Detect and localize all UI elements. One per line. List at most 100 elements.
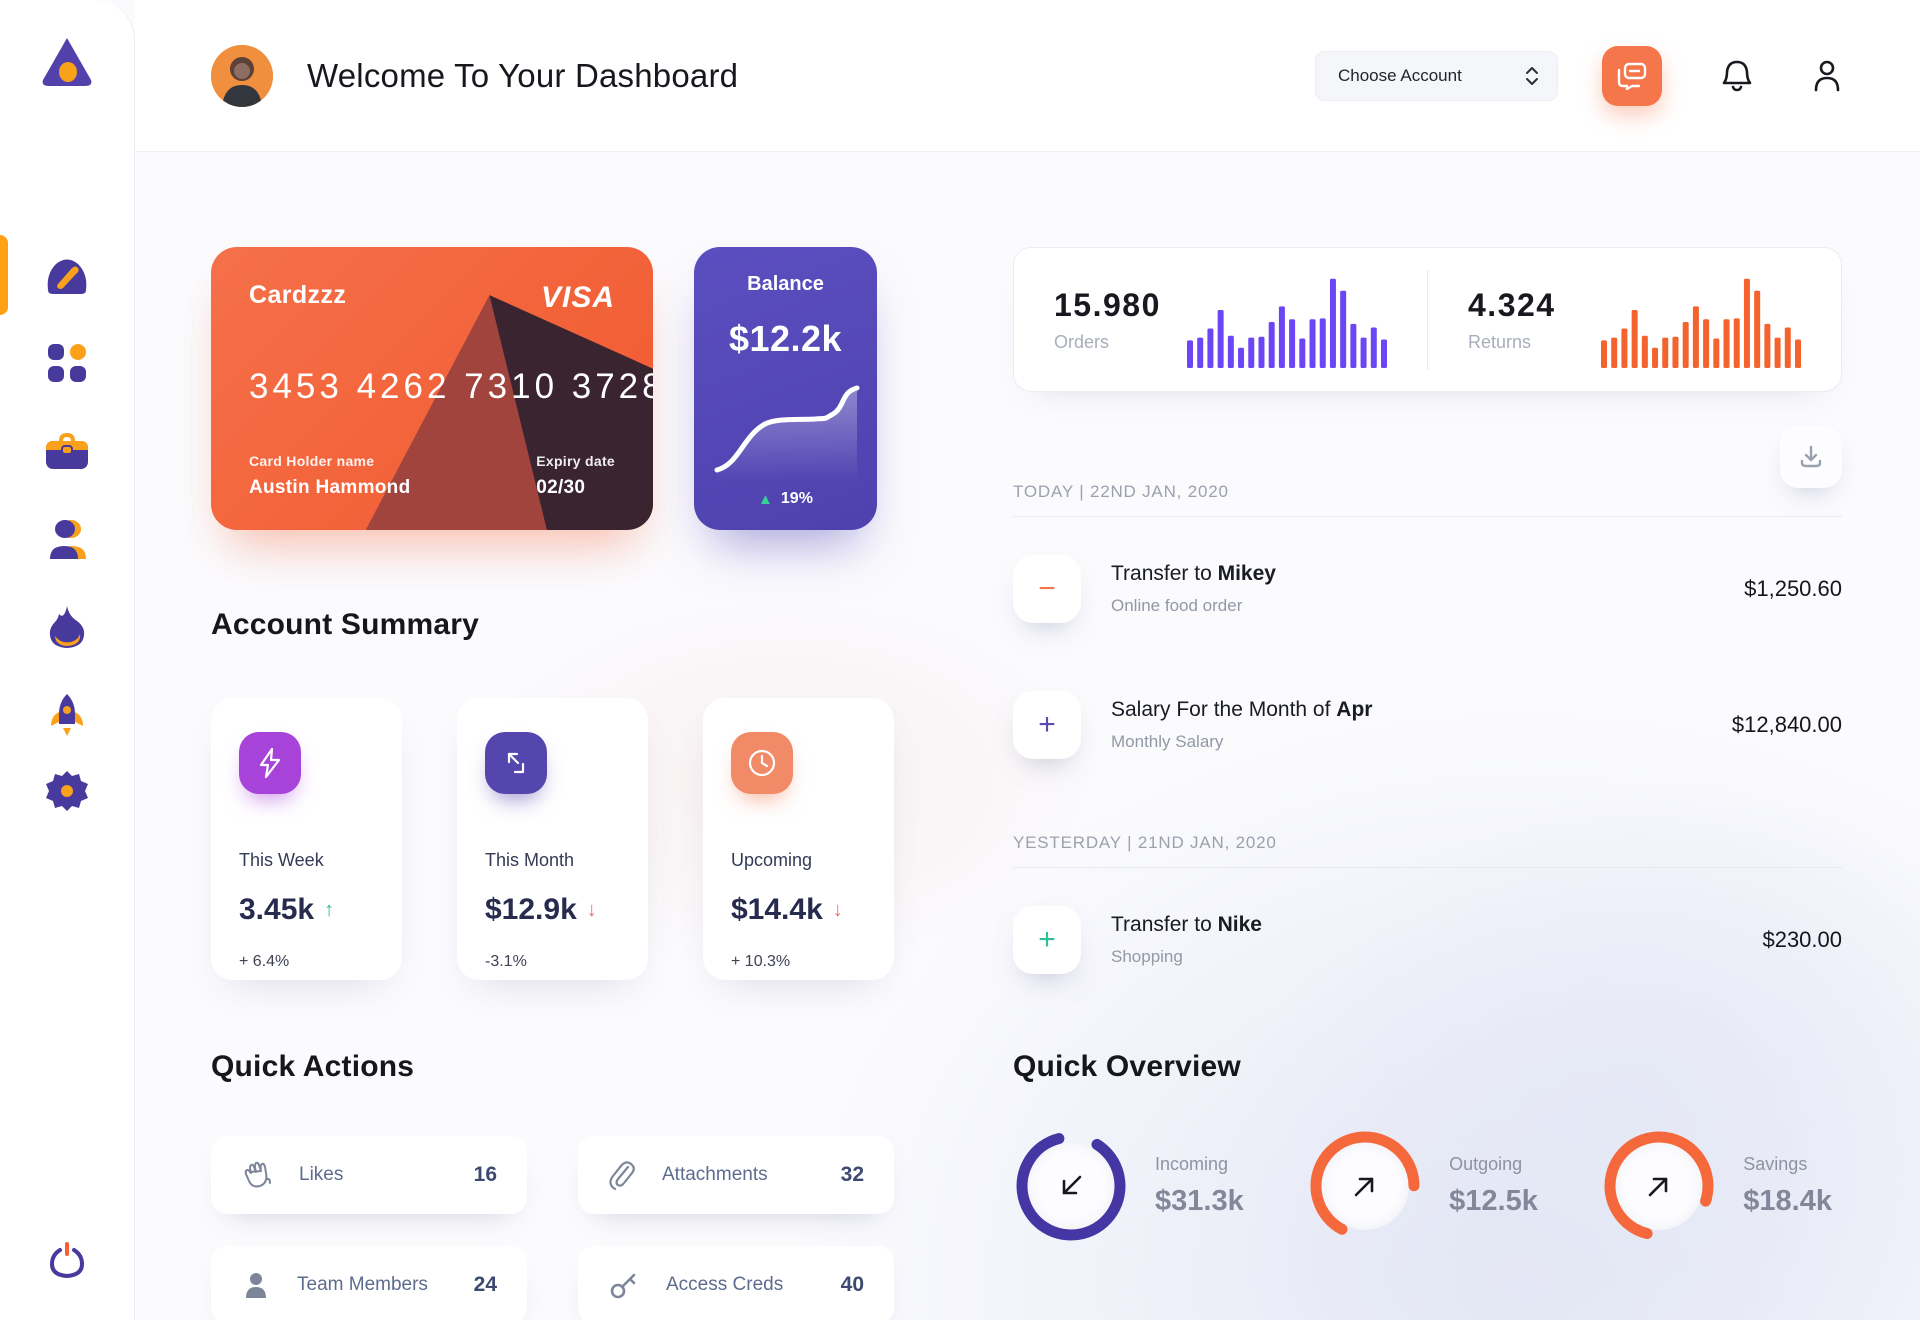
sidebar-item-contacts[interactable]: [0, 513, 134, 565]
transaction-amount: $12,840.00: [1731, 712, 1842, 737]
sidebar-item-settings[interactable]: [0, 765, 134, 817]
sidebar-item-trending[interactable]: [0, 601, 134, 653]
today-header: TODAY | 22ND JAN, 2020: [1013, 426, 1842, 502]
transaction-row-nike[interactable]: + Transfer to Nike Shopping $230.00: [1013, 868, 1842, 1004]
quick-overview-row: Incoming $31.3k: [1013, 1128, 1842, 1244]
credit-icon: +: [1013, 691, 1081, 759]
transaction-amount: $1,250.60: [1744, 576, 1842, 601]
summary-label: This Week: [239, 850, 324, 870]
choose-account-label: Choose Account: [1338, 65, 1462, 85]
quick-actions-title: Quick Actions: [211, 1050, 415, 1083]
active-indicator: [0, 235, 8, 315]
returns-label: Returns: [1468, 331, 1532, 352]
gauge-amount: $18.4k: [1743, 1185, 1832, 1217]
app-logo[interactable]: [35, 30, 99, 99]
summary-card-upcoming[interactable]: Upcoming $14.4k ↓ + 10.3%: [703, 698, 894, 980]
orders-returns-card: 15.980 Orders 4.324 Returns: [1013, 247, 1842, 392]
gauge-amount: $12.5k: [1449, 1185, 1538, 1217]
avatar-photo: [211, 44, 273, 107]
quick-action-count: 32: [840, 1163, 864, 1186]
user-avatar[interactable]: [211, 44, 273, 107]
summary-label: Upcoming: [731, 850, 813, 870]
gear-icon: [46, 771, 88, 811]
choose-account-select[interactable]: Choose Account: [1315, 50, 1558, 101]
quick-action-likes[interactable]: Likes 16: [211, 1136, 527, 1214]
quick-actions-grid: Likes 16 Attachments 32: [211, 1136, 894, 1320]
card-expiry-value: 02/30: [536, 477, 586, 498]
sidebar-item-launch[interactable]: [0, 689, 134, 741]
trend-down-icon: ↓: [586, 898, 597, 921]
today-date-label: TODAY | 22ND JAN, 2020: [1013, 482, 1229, 501]
today-divider: [1013, 516, 1842, 517]
cards-row: Cardzzz VISA 3453 4262 7310 3728 Card Ho…: [211, 247, 894, 530]
transaction-title: Salary For the Month of Apr: [1111, 698, 1373, 721]
summary-percent: -3.1%: [485, 953, 527, 970]
card-number: 3453 4262 7310 3728: [249, 367, 653, 406]
clock-icon: [748, 749, 776, 777]
quick-action-count: 16: [473, 1163, 497, 1186]
debit-icon: −: [1013, 555, 1081, 623]
quick-action-label: Likes: [299, 1164, 344, 1185]
summary-percent: + 6.4%: [239, 953, 290, 970]
gauge-savings: Savings $18.4k: [1601, 1128, 1832, 1244]
left-column: Cardzzz VISA 3453 4262 7310 3728 Card Ho…: [211, 247, 894, 1320]
visa-logo: VISA: [540, 281, 615, 314]
select-chevrons-icon: [1526, 66, 1538, 85]
summary-card-this-month[interactable]: This Month $12.9k ↓ -3.1%: [457, 698, 648, 980]
orders-label: Orders: [1054, 331, 1110, 352]
card-expiry-label: Expiry date: [536, 453, 615, 469]
summary-card-this-week[interactable]: This Week 3.45k ↑ + 6.4%: [211, 698, 402, 980]
sidebar-item-work[interactable]: [0, 425, 134, 477]
gauge-label: Incoming: [1155, 1154, 1229, 1174]
gauge-label: Savings: [1743, 1154, 1808, 1174]
orders-bars-chart: [1187, 278, 1387, 368]
credit-card[interactable]: Cardzzz VISA 3453 4262 7310 3728 Card Ho…: [211, 247, 653, 530]
summary-cards: This Week 3.45k ↑ + 6.4%: [211, 698, 894, 980]
briefcase-icon: [46, 433, 88, 469]
summary-value: $14.4k: [731, 893, 823, 926]
returns-stat: 4.324 Returns: [1428, 272, 1841, 368]
key-icon: [610, 1273, 636, 1299]
header-actions: Choose Account: [1315, 45, 1842, 106]
trend-down-icon: ↓: [832, 898, 843, 921]
notifications-button[interactable]: [1722, 59, 1752, 93]
profile-button[interactable]: [1812, 59, 1842, 93]
sidebar-item-dashboard[interactable]: [0, 235, 134, 315]
chat-button[interactable]: [1602, 45, 1662, 106]
download-icon: [1800, 445, 1822, 468]
transaction-row-mikey[interactable]: − Transfer to Mikey Online food order $1…: [1013, 517, 1842, 653]
gauge-amount: $31.3k: [1155, 1185, 1244, 1217]
right-column: 15.980 Orders 4.324 Returns: [1013, 247, 1842, 1320]
quick-action-label: Attachments: [662, 1164, 768, 1185]
transaction-amount: $230.00: [1762, 927, 1842, 952]
transaction-title: Transfer to Nike: [1111, 913, 1262, 936]
lightning-icon: [259, 747, 281, 779]
yesterday-date-label: YESTERDAY | 21ND JAN, 2020: [1013, 833, 1277, 852]
quick-action-label: Team Members: [297, 1274, 428, 1295]
balance-sparkline: [714, 385, 859, 482]
yesterday-header: YESTERDAY | 21ND JAN, 2020: [1013, 833, 1842, 853]
quick-action-label: Access Creds: [666, 1274, 784, 1295]
download-button[interactable]: [1780, 426, 1842, 488]
orders-value: 15.980: [1054, 286, 1161, 323]
person-icon: [246, 1273, 266, 1298]
summary-label: This Month: [485, 850, 575, 870]
returns-bars-chart: [1601, 278, 1801, 368]
quick-action-team-members[interactable]: Team Members 24: [211, 1246, 527, 1320]
speedometer-icon: [47, 259, 87, 294]
logout-button[interactable]: [0, 1242, 134, 1280]
transaction-row-salary[interactable]: + Salary For the Month of Apr Monthly Sa…: [1013, 653, 1842, 789]
quick-action-count: 40: [840, 1273, 864, 1296]
returns-value: 4.324: [1468, 286, 1556, 323]
balance-card[interactable]: Balance $12.2k: [694, 247, 877, 530]
sidebar-item-apps[interactable]: [0, 337, 134, 389]
quick-action-count: 24: [473, 1273, 497, 1296]
quick-action-attachments[interactable]: Attachments 32: [578, 1136, 894, 1214]
page-title: Welcome To Your Dashboard: [307, 56, 739, 94]
main-area: Welcome To Your Dashboard Choose Account: [135, 0, 1920, 1320]
power-icon: [49, 1242, 85, 1279]
logo-triangle-icon: [42, 38, 92, 86]
quick-action-access-creds[interactable]: Access Creds 40: [578, 1246, 894, 1320]
account-summary-title: Account Summary: [211, 608, 480, 641]
